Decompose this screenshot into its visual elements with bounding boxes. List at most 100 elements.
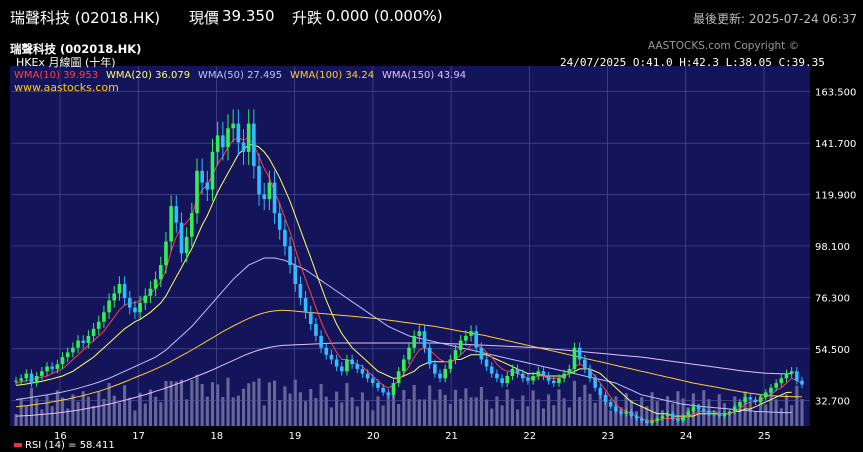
candle-body — [329, 354, 334, 360]
candle-body — [65, 352, 70, 358]
volume-bar — [252, 381, 256, 426]
volume-bar — [666, 396, 670, 426]
candle-body — [433, 364, 437, 374]
candle-body — [500, 378, 504, 384]
volume-bar — [448, 403, 452, 426]
volume-bar — [438, 389, 442, 426]
volume-bar — [640, 397, 644, 426]
volume-bar — [562, 398, 566, 426]
volume-bar — [402, 390, 406, 426]
candle-body — [236, 123, 241, 143]
candle-body — [283, 229, 287, 247]
copyright-notice: AASTOCKS.com Copyright © — [648, 40, 800, 52]
candle-body — [572, 347, 577, 369]
volume-bar — [479, 387, 483, 426]
candle-body — [179, 222, 184, 254]
candle-body — [112, 293, 117, 301]
volume-bar — [676, 391, 680, 426]
candle-body — [763, 392, 768, 398]
candle-body — [520, 373, 525, 379]
candle-body — [779, 378, 784, 384]
volume-bar — [552, 405, 556, 426]
candle-body — [541, 371, 546, 376]
candle-body — [536, 371, 541, 376]
candle-body — [210, 151, 215, 190]
candle-body — [453, 350, 458, 360]
wma-legend-item: WMA(50) 27.495 — [198, 70, 282, 81]
volume-bar — [117, 402, 121, 426]
candle-body — [241, 142, 246, 152]
candle-body — [24, 373, 29, 379]
candle-body — [603, 394, 608, 402]
volume-bar — [536, 399, 540, 426]
volume-bar — [547, 394, 551, 426]
candle-body — [784, 373, 789, 379]
volume-bar — [14, 414, 18, 426]
x-tick-label: 24 — [680, 431, 693, 440]
volume-bar — [345, 383, 349, 426]
candle-body — [158, 265, 163, 280]
change-value: 0.000 (0.000%) — [326, 7, 443, 25]
volume-bar — [102, 398, 106, 426]
price-chart[interactable]: 32.700 54.500 76.300 98.100 119.900 141.700 16… — [0, 56, 863, 440]
volume-bar — [583, 384, 587, 426]
volume-bar — [433, 399, 437, 426]
volume-bar — [169, 381, 173, 426]
chart-title: 瑞聲科技 (002018.HK) — [10, 42, 142, 56]
candle-body — [143, 295, 148, 303]
candle-body — [298, 283, 303, 299]
candle-body — [345, 359, 349, 372]
volume-bar — [128, 397, 132, 426]
candle-body — [753, 399, 758, 402]
candle-body — [619, 411, 623, 414]
candle-body — [655, 418, 660, 421]
volume-bar — [267, 382, 271, 426]
candle-body — [743, 397, 747, 402]
wma150-line — [15, 342, 792, 417]
y-tick-label: 32.700 — [815, 396, 850, 407]
candle-body — [272, 182, 277, 214]
website-label: www.aastocks.com — [14, 81, 119, 94]
volume-bar — [443, 394, 447, 426]
candlesticks — [14, 109, 804, 426]
volume-bar — [123, 385, 127, 426]
volume-bar — [557, 389, 561, 426]
volume-bar — [500, 405, 504, 426]
candle-body — [396, 371, 401, 384]
wma-legend-item: WMA(20) 36.079 — [106, 70, 190, 81]
candle-body — [40, 371, 44, 376]
candle-body — [469, 331, 473, 336]
volume-bar — [728, 412, 732, 426]
candle-body — [293, 265, 298, 284]
candle-body — [81, 340, 86, 343]
candle-body — [190, 213, 194, 237]
volume-bar — [174, 381, 178, 426]
candle-body — [479, 347, 484, 360]
candle-body — [257, 166, 261, 195]
candle-body — [122, 283, 127, 299]
volume-bar — [185, 399, 189, 426]
volume-bar — [241, 388, 246, 426]
volume-bar — [567, 407, 571, 426]
change-label: 升跌 — [292, 9, 323, 27]
candle-body — [107, 300, 111, 313]
volume-bar — [485, 399, 489, 426]
y-axis-ticks: 32.700 54.500 76.300 98.100 119.900 141.700 16… — [815, 88, 856, 408]
volume-bar — [516, 409, 520, 426]
candle-body — [86, 335, 91, 343]
x-axis-ticks: 16 17 18 19 20 21 22 23 24 25 — [54, 431, 771, 440]
volume-bar — [417, 399, 421, 426]
volume-bar — [386, 393, 390, 426]
candle-body — [727, 411, 732, 414]
candle-body — [215, 135, 220, 152]
candle-body — [164, 241, 168, 266]
wma100-line — [15, 309, 802, 408]
wma-lines — [15, 137, 803, 422]
candle-body — [324, 347, 329, 355]
last-updated: 最後更新: 2025-07-24 06:37 — [693, 12, 857, 26]
candle-body — [438, 373, 442, 379]
quote-header: 瑞聲科技 (02018.HK) 現價 39.350 升跌 0.000 (0.00… — [0, 0, 863, 34]
candle-body — [350, 359, 354, 365]
volume-bar — [179, 379, 184, 426]
volume-bar — [764, 404, 768, 426]
